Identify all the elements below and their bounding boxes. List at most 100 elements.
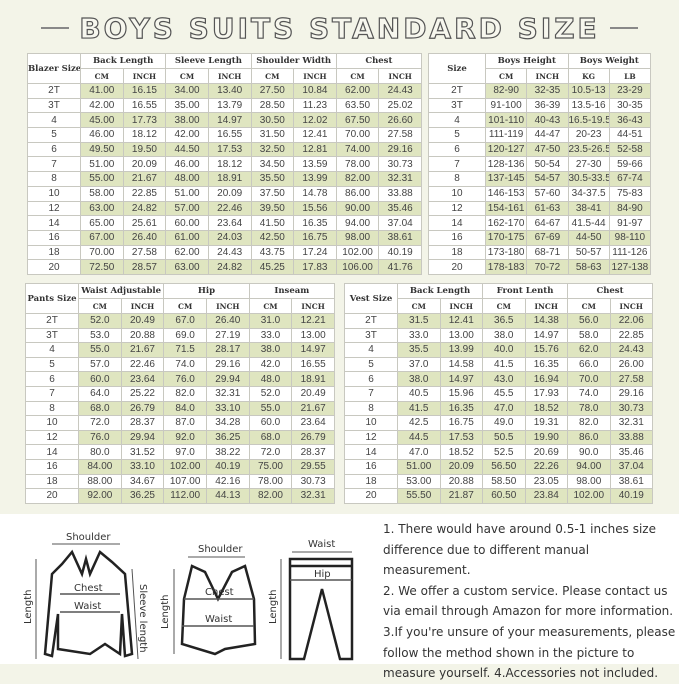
unit-header: INCH: [439, 298, 483, 314]
unit-header: LB: [608, 68, 652, 84]
value-cell: 62.0: [567, 342, 611, 358]
value-cell: 39.50: [250, 200, 295, 217]
value-cell: 30.73: [378, 156, 422, 173]
unit-header-row: CM INCH CM INCH CM INCH: [26, 298, 335, 314]
unit-header: CM: [165, 68, 209, 84]
value-cell: 23.84: [524, 488, 568, 504]
value-cell: 42.16: [205, 473, 250, 490]
value-cell: 30.50: [250, 112, 295, 129]
unit-header-row: CM INCH CM INCH CM INCH: [345, 298, 653, 314]
value-cell: 55.00: [80, 171, 124, 187]
table-row: 16 170-175 67-69 44-50 98-110: [428, 229, 652, 246]
column-group-header: Shoulder Width: [250, 53, 337, 69]
vest-chest-label: Chest: [205, 587, 234, 598]
value-cell: 31.52: [120, 444, 165, 460]
value-cell: 76.0: [78, 429, 122, 446]
column-group-header: Boys Height: [485, 53, 569, 69]
value-cell: 26.40: [205, 313, 250, 329]
vest-shoulder-label: Shoulder: [198, 544, 243, 555]
value-cell: 75.00: [248, 458, 293, 475]
table-row: 18 88.00 34.67 107.00 42.16 78.00 30.73: [25, 473, 335, 490]
value-cell: 90.00: [335, 200, 380, 217]
value-cell: 27.19: [205, 327, 250, 344]
value-cell: 47-50: [526, 141, 569, 158]
size-cell: 10: [344, 415, 398, 431]
size-notes: 1. There would have around 0.5-1 inches …: [383, 519, 677, 684]
column-group-header: Inseam: [248, 283, 336, 299]
value-cell: 57-60: [526, 185, 569, 202]
value-cell: 18.91: [207, 171, 252, 187]
value-cell: 65.00: [80, 215, 124, 231]
unit-header: CM: [482, 298, 526, 314]
value-cell: 64.0: [78, 385, 122, 402]
table-row: 3T 33.0 13.00 38.0 14.97 58.0 22.85: [344, 327, 653, 344]
size-cell: 8: [27, 171, 81, 187]
value-cell: 40.19: [378, 244, 422, 261]
size-cell: 18: [25, 473, 79, 490]
size-cell: 5: [344, 356, 398, 373]
title-rule-left: [41, 27, 70, 29]
value-cell: 68-71: [526, 244, 569, 261]
value-cell: 127-138: [608, 259, 652, 275]
value-cell: 20.09: [439, 458, 483, 475]
table-row: 10 146-153 57-60 34-37.5 75-83: [428, 185, 652, 202]
value-cell: 14.78: [293, 185, 337, 202]
value-cell: 60.50: [482, 488, 526, 504]
value-cell: 52-58: [608, 141, 652, 158]
value-cell: 21.67: [291, 400, 335, 417]
column-group-header: Hip: [163, 283, 250, 299]
table-row: 7 64.0 25.22 82.0 32.31 52.0 20.49: [25, 385, 335, 402]
size-cell: 20: [25, 488, 79, 504]
value-cell: 63.00: [165, 259, 209, 275]
size-cell: 20: [27, 259, 81, 275]
size-cell: 16: [428, 229, 486, 246]
value-cell: 13.00: [291, 327, 335, 344]
value-cell: 74.00: [335, 141, 380, 158]
value-cell: 26.79: [120, 400, 165, 417]
size-cell: 5: [428, 127, 486, 143]
value-cell: 37.0: [397, 356, 441, 373]
value-cell: 87.0: [163, 415, 207, 431]
size-cell: 7: [25, 385, 79, 402]
value-cell: 20.09: [122, 156, 167, 173]
vest-waist-label: Waist: [205, 614, 232, 625]
value-cell: 12.21: [291, 313, 335, 329]
size-cell: 18: [344, 473, 398, 490]
value-cell: 14.97: [439, 371, 483, 387]
value-cell: 45.00: [80, 112, 124, 129]
value-cell: 13.59: [293, 156, 337, 173]
table-row: 5 46.00 18.12 42.00 16.55 31.50 12.41 70.00 27.5…: [27, 127, 422, 143]
value-cell: 70.00: [335, 127, 380, 143]
value-cell: 22.85: [122, 185, 167, 202]
value-cell: 17.53: [439, 429, 483, 446]
value-cell: 91-100: [484, 97, 528, 114]
value-cell: 30.73: [291, 473, 335, 490]
value-cell: 13.99: [293, 171, 337, 187]
value-cell: 20.88: [120, 327, 165, 344]
value-cell: 16.15: [122, 83, 167, 99]
value-cell: 33.10: [120, 458, 165, 475]
size-cell: 14: [428, 215, 486, 231]
table-row: 12 154-161 61-63 38-41 84-90: [428, 200, 652, 217]
page-title: BOYS SUITS STANDARD SIZE: [79, 11, 600, 45]
value-cell: 97.0: [163, 444, 207, 460]
value-cell: 13.79: [207, 97, 252, 114]
blazer-chest-label: Chest: [74, 583, 103, 594]
value-cell: 10.5-13: [567, 83, 610, 99]
value-cell: 14.38: [524, 313, 568, 329]
value-cell: 22.46: [120, 356, 165, 373]
value-cell: 76.0: [163, 371, 207, 387]
value-cell: 23-29: [608, 83, 652, 99]
blazer-sleeve-label: Sleeve length: [137, 584, 148, 653]
value-cell: 21.67: [122, 171, 167, 187]
blazer-outline: [43, 549, 134, 658]
value-cell: 82.00: [335, 171, 380, 187]
value-cell: 170-175: [484, 229, 528, 246]
value-cell: 27.58: [122, 244, 167, 261]
value-cell: 67.50: [335, 112, 380, 129]
size-cell: 5: [27, 127, 81, 143]
value-cell: 111-126: [608, 244, 652, 261]
value-cell: 29.16: [378, 141, 422, 158]
value-cell: 51.00: [80, 156, 124, 173]
value-cell: 63.00: [80, 200, 124, 217]
